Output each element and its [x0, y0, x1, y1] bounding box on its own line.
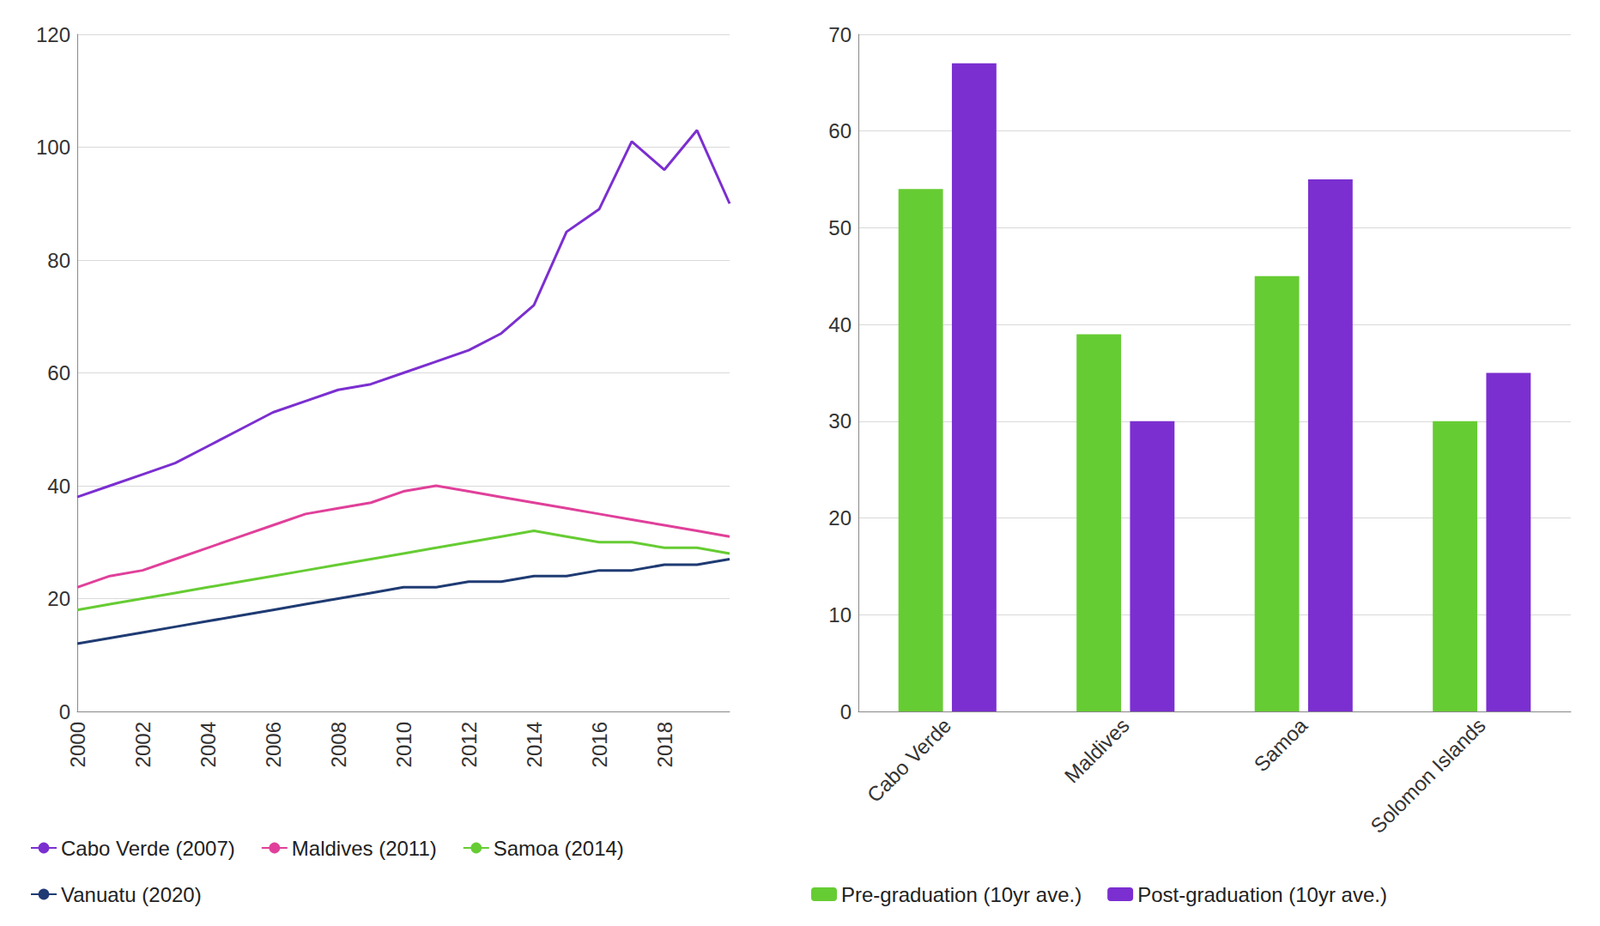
svg-text:2006: 2006 — [261, 721, 285, 768]
svg-text:Cabo Verde (2007): Cabo Verde (2007) — [60, 836, 236, 861]
svg-text:2016: 2016 — [587, 721, 612, 768]
svg-text:20: 20 — [47, 587, 71, 611]
svg-text:60: 60 — [828, 119, 852, 143]
svg-text:2008: 2008 — [327, 721, 351, 768]
svg-text:20: 20 — [828, 506, 852, 530]
svg-text:2002: 2002 — [131, 721, 155, 768]
svg-text:0: 0 — [840, 700, 852, 724]
svg-text:Vanuatu (2020): Vanuatu (2020) — [60, 883, 202, 907]
svg-text:2000: 2000 — [66, 721, 90, 768]
svg-text:2018: 2018 — [653, 721, 677, 768]
svg-text:50: 50 — [828, 216, 852, 240]
svg-text:40: 40 — [828, 313, 852, 337]
svg-text:2014: 2014 — [522, 721, 546, 768]
svg-text:2004: 2004 — [196, 721, 220, 768]
svg-text:60: 60 — [47, 361, 71, 385]
svg-text:Cabo Verde: Cabo Verde — [862, 713, 957, 807]
svg-text:Post-graduation (10yr ave.): Post-graduation (10yr ave.) — [1137, 883, 1388, 907]
svg-text:70: 70 — [828, 23, 852, 47]
svg-text:80: 80 — [47, 248, 71, 273]
svg-text:30: 30 — [828, 409, 852, 433]
svg-text:120: 120 — [36, 23, 71, 47]
svg-text:Samoa: Samoa — [1248, 713, 1312, 776]
svg-text:10: 10 — [828, 603, 852, 627]
svg-text:Maldives (2011): Maldives (2011) — [291, 836, 437, 861]
svg-text:Pre-graduation (10yr ave.): Pre-graduation (10yr ave.) — [841, 883, 1082, 907]
svg-text:2010: 2010 — [392, 721, 416, 768]
svg-text:100: 100 — [36, 135, 71, 159]
svg-text:Solomon Islands: Solomon Islands — [1365, 713, 1490, 837]
svg-text:2012: 2012 — [457, 721, 481, 768]
svg-text:Maldives: Maldives — [1060, 713, 1134, 788]
svg-text:40: 40 — [47, 474, 71, 498]
svg-text:Samoa (2014): Samoa (2014) — [493, 836, 625, 861]
svg-text:0: 0 — [59, 700, 71, 724]
